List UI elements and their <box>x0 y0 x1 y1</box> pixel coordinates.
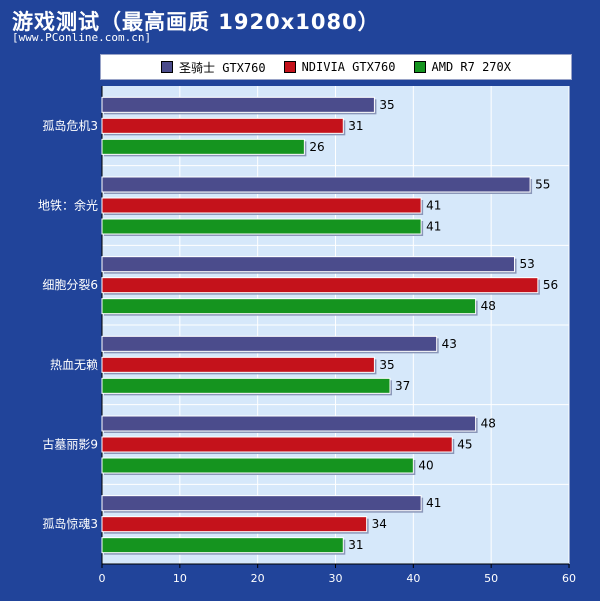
legend-label: NDIVIA GTX760 <box>301 60 396 74</box>
bar <box>101 117 344 134</box>
bar <box>101 415 477 432</box>
value-label: 31 <box>348 538 363 552</box>
x-tick-label: 0 <box>99 572 106 585</box>
value-label: 53 <box>520 257 535 271</box>
bar <box>101 377 391 394</box>
category-label: 古墓丽影9 <box>42 437 98 452</box>
bar <box>101 218 422 235</box>
bar <box>101 277 539 294</box>
legend-swatch <box>283 61 296 73</box>
value-label: 45 <box>457 438 472 452</box>
bar <box>101 356 375 373</box>
value-label: 41 <box>426 496 441 510</box>
source-credit: [www.PConline.com.cn] <box>12 31 152 44</box>
bar <box>101 298 477 315</box>
value-label: 40 <box>418 459 433 473</box>
value-label: 41 <box>426 199 441 213</box>
x-tick-label: 50 <box>484 572 498 585</box>
legend-item: NDIVIA GTX760 <box>283 60 396 74</box>
value-label: 37 <box>395 379 410 393</box>
category-label: 地铁：余光 <box>38 198 98 213</box>
value-label: 31 <box>348 119 363 133</box>
legend-label: 圣骑士 GTX760 <box>179 60 266 75</box>
x-tick-label: 60 <box>562 572 576 585</box>
legend-item: AMD R7 270X <box>413 60 511 74</box>
bar <box>101 457 414 474</box>
value-label: 48 <box>481 299 496 313</box>
category-label: 孤岛危机3 <box>42 118 98 133</box>
legend-item: 圣骑士 GTX760 <box>161 59 266 76</box>
bar <box>101 256 516 273</box>
bar <box>101 335 438 352</box>
value-label: 55 <box>535 178 550 192</box>
value-label: 41 <box>426 220 441 234</box>
value-label: 35 <box>379 358 394 372</box>
category-label: 孤岛惊魂3 <box>42 516 98 531</box>
legend-label: AMD R7 270X <box>431 60 511 74</box>
category-label: 细胞分裂6 <box>42 278 98 292</box>
bar <box>101 176 531 193</box>
category-label: 热血无赖 <box>50 358 98 372</box>
value-label: 26 <box>309 140 324 154</box>
value-label: 35 <box>379 98 394 112</box>
bar <box>101 516 368 533</box>
value-label: 43 <box>442 337 457 351</box>
bar <box>101 537 344 554</box>
value-label: 34 <box>372 517 387 531</box>
chart-title: 游戏测试（最高画质 1920x1080） <box>12 10 380 34</box>
value-label: 48 <box>481 417 496 431</box>
bar <box>101 138 305 155</box>
x-tick-label: 40 <box>406 572 420 585</box>
bar <box>101 436 453 453</box>
x-tick-label: 20 <box>251 572 265 585</box>
legend-swatch <box>413 61 426 73</box>
bar <box>101 197 422 214</box>
value-label: 56 <box>543 278 558 292</box>
x-tick-label: 10 <box>173 572 187 585</box>
x-tick-label: 30 <box>329 572 343 585</box>
chart-legend: 圣骑士 GTX760 NDIVIA GTX760 AMD R7 270X <box>100 54 572 80</box>
bar <box>101 96 375 113</box>
legend-swatch <box>161 61 173 73</box>
bar <box>101 495 422 512</box>
